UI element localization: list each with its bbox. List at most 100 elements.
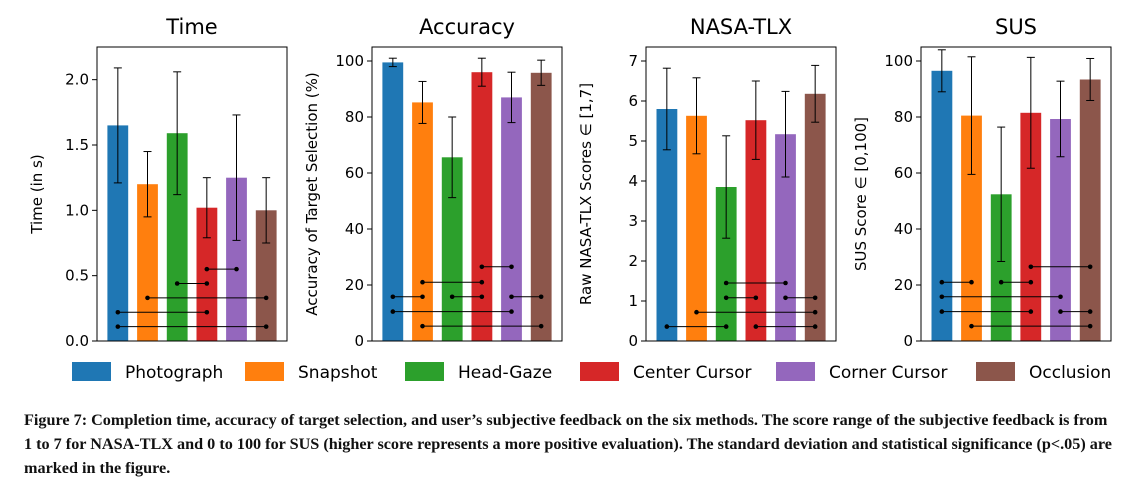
y-tick-label: 0 xyxy=(903,332,913,350)
error-bar xyxy=(722,135,731,239)
legend-item: Occlusion xyxy=(976,362,1111,383)
bar-photograph xyxy=(656,109,678,341)
y-tick-label: 4 xyxy=(628,172,638,190)
legend-label: Head-Gaze xyxy=(458,363,552,383)
y-axis-label: Accuracy of Target Selection (%) xyxy=(303,72,321,316)
plot-frame xyxy=(96,46,288,342)
bar-snapshot xyxy=(412,102,433,342)
significance-marker xyxy=(753,324,818,329)
chart-panel-2: 0 20 40 60 80 100 Accuracy Accuracy of Target S… xyxy=(303,15,563,350)
error-bar xyxy=(811,64,820,123)
y-tick-label: 1.5 xyxy=(65,136,89,154)
chart-title: Accuracy xyxy=(419,15,515,39)
error-bar xyxy=(537,59,546,86)
y-tick-label: 20 xyxy=(345,276,364,294)
error-bar xyxy=(967,56,976,175)
legend-swatch xyxy=(245,362,284,381)
bar-center-cursor xyxy=(196,207,218,341)
error-bar xyxy=(202,177,211,239)
significance-marker xyxy=(1028,264,1093,270)
bar-occlusion xyxy=(804,93,826,341)
significance-marker xyxy=(204,266,239,272)
bar-corner-cursor xyxy=(775,134,796,341)
y-tick-label: 2 xyxy=(628,252,638,270)
chart-title: SUS xyxy=(995,15,1037,39)
legend-label: Photograph xyxy=(125,363,223,383)
caption-text: Completion time, accuracy of target sele… xyxy=(24,411,1112,477)
significance-marker xyxy=(174,281,210,286)
legend-label: Occlusion xyxy=(1029,363,1111,383)
significance-marker xyxy=(664,324,729,329)
bar-head-gaze xyxy=(990,194,1012,341)
bar-photograph xyxy=(382,62,404,342)
y-tick-label: 1.0 xyxy=(65,201,89,219)
y-tick-label: 60 xyxy=(345,164,364,182)
significance-marker xyxy=(723,295,759,301)
legend-swatch xyxy=(976,362,1015,381)
y-axis-label: Time (in s) xyxy=(28,154,46,234)
bar-snapshot xyxy=(961,115,982,341)
significance-marker xyxy=(939,279,974,285)
significance-marker xyxy=(939,294,1063,300)
y-axis-label: Raw NASA-TLX Scores ∈ [1,7] xyxy=(577,83,595,305)
y-tick-label: 80 xyxy=(894,108,913,126)
legend-item: Snapshot xyxy=(245,362,378,383)
y-tick-label: 1 xyxy=(628,292,638,310)
y-tick-label: 20 xyxy=(894,276,913,294)
y-tick-label: 2.0 xyxy=(65,71,89,89)
significance-marker xyxy=(998,279,1034,285)
bar-head-gaze xyxy=(441,157,463,341)
legend-label: Center Cursor xyxy=(633,363,752,383)
bar-snapshot xyxy=(137,184,158,341)
significance-marker xyxy=(694,309,818,315)
error-bar xyxy=(232,114,241,241)
bar-corner-cursor xyxy=(501,97,522,342)
legend: Photograph Snapshot Head-Gaze Center Cursor… xyxy=(72,362,1111,383)
error-bar xyxy=(1026,56,1035,169)
bar-corner-cursor xyxy=(226,177,247,341)
error-bar xyxy=(113,67,122,184)
chart-title: Time xyxy=(165,15,217,39)
significance-marker xyxy=(969,323,1093,329)
y-tick-label: 40 xyxy=(345,220,364,238)
legend-label: Snapshot xyxy=(298,363,378,383)
figure-caption: Figure 7: Completion time, accuracy of ta… xyxy=(24,408,1114,480)
bar-photograph xyxy=(931,70,953,342)
error-bar xyxy=(507,71,516,124)
significance-marker xyxy=(939,309,1034,314)
error-bar xyxy=(173,71,182,196)
chart-panel-1: 0.0 0.5 1.0 1.5 2.0 Time Time (in s) xyxy=(28,15,288,350)
bar-head-gaze xyxy=(166,133,188,341)
bar-occlusion xyxy=(1079,79,1101,341)
error-bar xyxy=(448,116,457,199)
legend-swatch xyxy=(72,362,111,381)
y-axis-label: SUS Score ∈ [0,100] xyxy=(852,117,870,271)
significance-marker xyxy=(390,309,514,314)
chart-panel-3: 0 1 2 3 4 5 6 7 NASA-TLX Raw NASA-TLX Scores ∈ [1… xyxy=(577,15,837,350)
error-bar xyxy=(937,49,946,93)
bar-occlusion xyxy=(255,210,277,341)
error-bar xyxy=(1086,57,1095,101)
bar-center-cursor xyxy=(745,120,767,341)
y-tick-label: 100 xyxy=(335,52,364,70)
significance-marker xyxy=(449,294,485,300)
significance-marker xyxy=(1058,309,1093,314)
y-tick-label: 5 xyxy=(628,132,638,150)
significance-marker xyxy=(145,295,269,301)
plot-frame xyxy=(645,46,837,342)
error-bar xyxy=(751,80,760,160)
legend-label: Corner Cursor xyxy=(829,363,947,383)
y-tick-label: 6 xyxy=(628,92,638,110)
significance-marker xyxy=(390,294,425,300)
bar-photograph xyxy=(107,125,129,342)
chart-title: NASA-TLX xyxy=(690,15,792,39)
plot-frame xyxy=(920,46,1112,342)
error-bar xyxy=(388,57,397,68)
error-bar xyxy=(1056,80,1065,158)
significance-marker xyxy=(115,309,210,315)
error-bar xyxy=(418,80,427,124)
plot-frame xyxy=(371,46,563,342)
significance-marker xyxy=(723,280,788,286)
bar-occlusion xyxy=(530,72,552,342)
